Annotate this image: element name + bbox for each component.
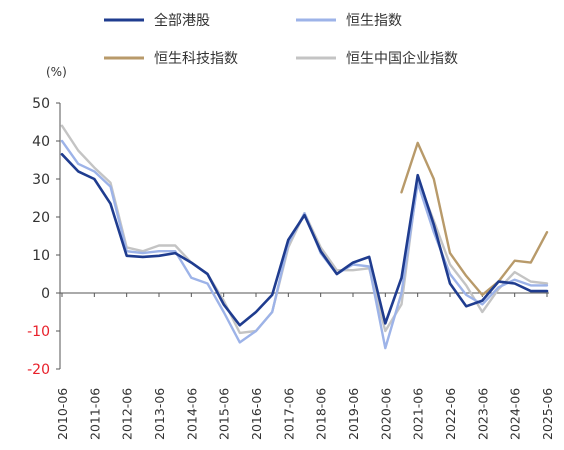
x-tick-label: 2018-06 [314, 388, 329, 440]
x-tick-label: 2015-06 [217, 388, 232, 440]
y-tick-label: 10 [32, 248, 50, 264]
x-tick-labels: 2010-06 2011-06 2012-06 2013-06 2014-06 2015-… [55, 388, 555, 440]
x-tick-label: 2022-06 [443, 388, 458, 440]
legend-label: 恒生科技指数 [154, 51, 238, 67]
x-tick-label: 2020-06 [378, 388, 393, 440]
x-tick-label: 2025-06 [540, 388, 555, 440]
x-tick-label: 2023-06 [475, 388, 490, 440]
legend-label: 恒生中国企业指数 [346, 50, 458, 67]
x-tick-label: 2011-06 [87, 388, 102, 440]
x-tick-label: 2010-06 [55, 388, 70, 440]
series-line-1 [60, 153, 549, 327]
y-tick-label: -10 [27, 324, 50, 340]
series-line-4 [60, 124, 549, 335]
y-tick-label: 30 [32, 172, 50, 188]
y-tick-labels: 50 40 30 20 10 0 -10 -20 [27, 96, 50, 378]
y-tick-label: 20 [32, 210, 50, 226]
series-line-3 [400, 141, 549, 297]
x-tick-label: 2016-06 [249, 388, 264, 440]
legend-label: 恒生指数 [346, 13, 402, 29]
x-tick-label: 2014-06 [184, 388, 199, 440]
series-layer [60, 124, 549, 350]
legend-label: 全部港股 [154, 12, 210, 29]
series-line-2 [60, 139, 549, 350]
y-tick-label: 50 [32, 96, 50, 112]
x-tick-label: 2017-06 [281, 388, 296, 440]
y-tick-label: 40 [32, 134, 50, 150]
x-tick-label: 2013-06 [152, 388, 167, 440]
y-axis-unit-label: (%) [46, 65, 67, 79]
x-tick-label: 2024-06 [508, 388, 523, 440]
x-tick-label: 2012-06 [120, 388, 135, 440]
x-tick-label: 2019-06 [346, 388, 361, 440]
x-tick-label: 2021-06 [411, 388, 426, 440]
y-tick-label: 0 [41, 286, 50, 302]
y-tick-label: -20 [27, 362, 50, 378]
axes [56, 102, 549, 370]
